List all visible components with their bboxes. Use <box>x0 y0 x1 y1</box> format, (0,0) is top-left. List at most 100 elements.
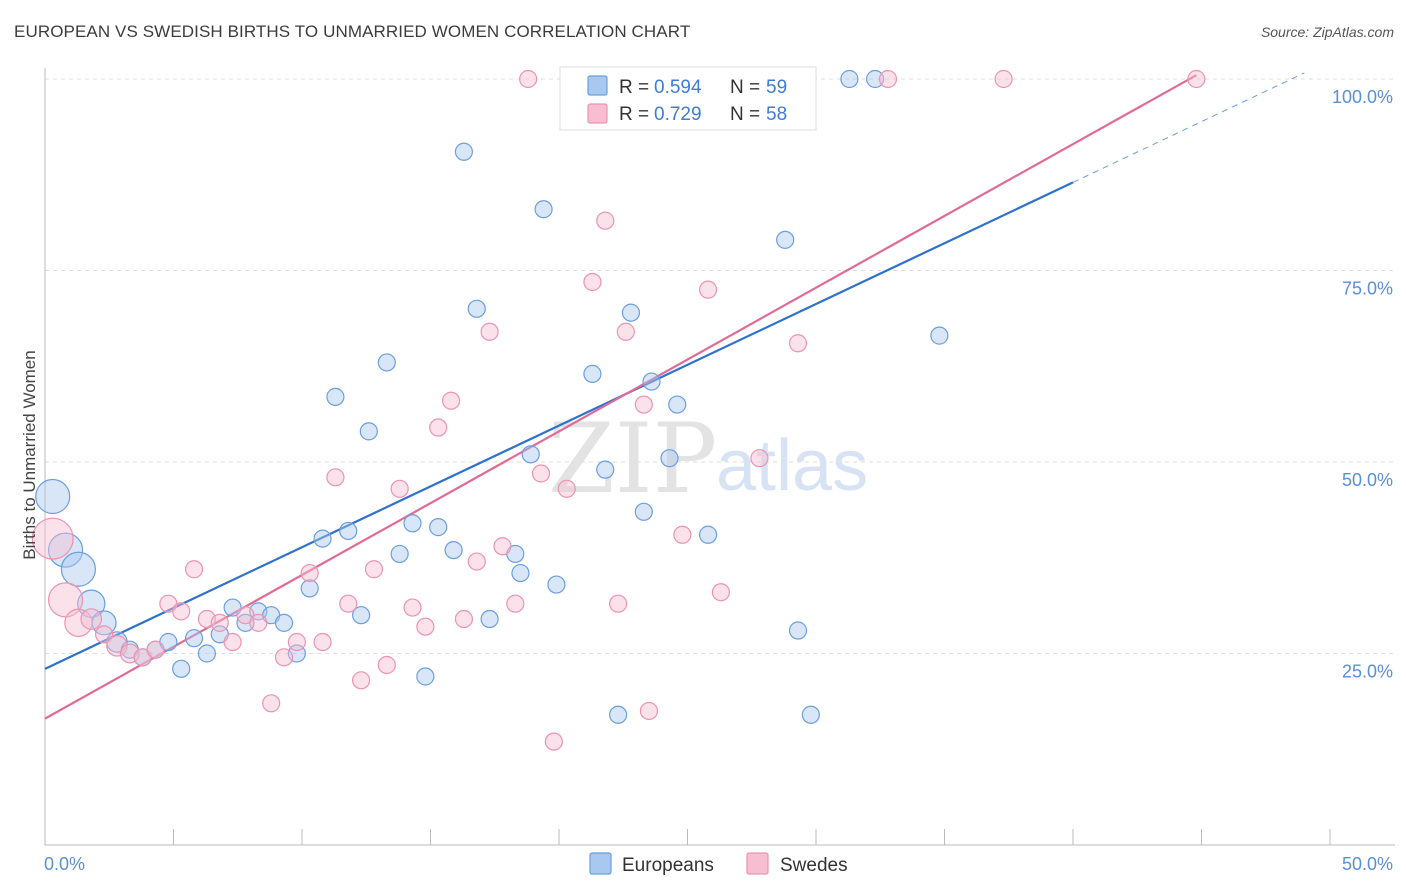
swede-point <box>364 560 384 579</box>
x-tick-label: 50.0% <box>1342 854 1393 874</box>
legend-r-label: R = <box>619 104 649 125</box>
swedes-trend-line <box>44 74 1197 720</box>
swede-point <box>352 671 371 690</box>
y-axis-label: Births to Unmarried Women <box>20 350 39 559</box>
swede-point <box>390 479 409 498</box>
european-point <box>390 544 409 564</box>
swede-point <box>788 334 808 353</box>
swede-point <box>994 69 1013 89</box>
legend-swatch-swedes <box>587 103 608 124</box>
source-label: Source: ZipAtlas.com <box>1260 24 1394 40</box>
swede-point <box>326 468 345 487</box>
trend-lines <box>44 72 1305 720</box>
swede-point <box>184 560 204 579</box>
legend-swatch-swedes <box>746 852 769 875</box>
watermark-atlas: atlas <box>716 426 868 506</box>
swede-point <box>467 552 486 571</box>
swede-point <box>596 211 615 230</box>
european-point <box>930 326 949 345</box>
swede-point <box>64 608 93 638</box>
european-point <box>521 445 540 464</box>
european-point <box>788 621 808 640</box>
european-point <box>326 387 345 406</box>
european-point <box>339 521 358 541</box>
european-point <box>184 629 204 648</box>
swede-point <box>506 594 525 613</box>
swede-point <box>146 640 165 659</box>
swede-point <box>673 525 692 544</box>
european-point <box>642 372 661 391</box>
chart-title: EUROPEAN VS SWEDISH BIRTHS TO UNMARRIED … <box>14 22 691 41</box>
y-tick-label: 25.0% <box>1342 662 1393 682</box>
european-point <box>172 659 191 678</box>
european-point <box>596 460 615 479</box>
swede-point <box>403 598 422 617</box>
european-point <box>668 395 687 414</box>
swede-point <box>429 418 448 437</box>
swede-point <box>698 280 718 299</box>
europeans-trend-line <box>44 181 1074 670</box>
legend-n-label: N = <box>730 77 760 98</box>
swede-point <box>480 322 499 341</box>
y-tick-label: 50.0% <box>1342 470 1393 490</box>
legend-label-swedes: Swedes <box>780 855 848 876</box>
y-tick-label: 100.0% <box>1332 87 1393 107</box>
swede-point <box>878 69 898 89</box>
european-point <box>621 303 641 322</box>
swede-point <box>377 655 396 675</box>
swede-point <box>711 583 731 602</box>
y-tick-label: 75.0% <box>1342 279 1393 299</box>
european-point <box>403 514 422 533</box>
european-point <box>35 478 71 515</box>
legend-n-value-swedes: 58 <box>766 104 787 125</box>
european-point <box>583 364 602 384</box>
european-point <box>511 563 530 583</box>
european-point <box>416 667 435 686</box>
swede-point <box>95 625 114 644</box>
european-point <box>359 422 378 441</box>
swede-point <box>80 608 103 630</box>
legend-r-value-swedes: 0.729 <box>654 104 702 125</box>
swede-point <box>493 537 512 556</box>
swede-point <box>300 563 319 583</box>
axes <box>44 68 1395 846</box>
x-tick-label: 0.0% <box>44 854 85 874</box>
european-point <box>300 579 319 598</box>
y-tick-labels: 25.0% 50.0% 75.0% 100.0% <box>1332 87 1393 682</box>
european-point <box>660 449 679 468</box>
european-point <box>698 525 718 544</box>
swede-point <box>106 635 128 657</box>
european-point <box>609 705 628 724</box>
european-point <box>467 299 486 318</box>
swede-point <box>441 391 461 410</box>
legend-label-europeans: Europeans <box>622 855 714 876</box>
european-point <box>547 575 566 594</box>
europeans-trend-extension <box>1072 72 1305 183</box>
european-point <box>236 613 255 632</box>
legend-r-value-europeans: 0.594 <box>654 77 702 98</box>
swede-point <box>172 602 191 621</box>
swede-point <box>31 517 74 560</box>
swede-point <box>262 694 281 713</box>
swede-point <box>416 617 435 636</box>
european-point <box>776 230 795 249</box>
swede-point <box>287 632 306 652</box>
european-point <box>274 613 294 632</box>
european-point <box>866 69 885 89</box>
swede-point <box>1187 69 1206 89</box>
european-point <box>480 609 499 629</box>
legend-swatch-europeans <box>589 852 612 875</box>
swede-point <box>616 322 635 341</box>
x-tick-labels: 0.0% 50.0% <box>44 854 1393 874</box>
swede-point <box>339 594 358 613</box>
european-point <box>534 200 553 219</box>
swede-point <box>454 609 474 629</box>
series-legend: Europeans Swedes <box>589 852 848 876</box>
european-point <box>444 540 463 560</box>
european-point <box>801 705 820 724</box>
gridlines <box>45 78 1395 654</box>
watermark: ZIP atlas <box>548 403 868 515</box>
swede-point <box>223 632 242 652</box>
european-point <box>352 606 371 625</box>
